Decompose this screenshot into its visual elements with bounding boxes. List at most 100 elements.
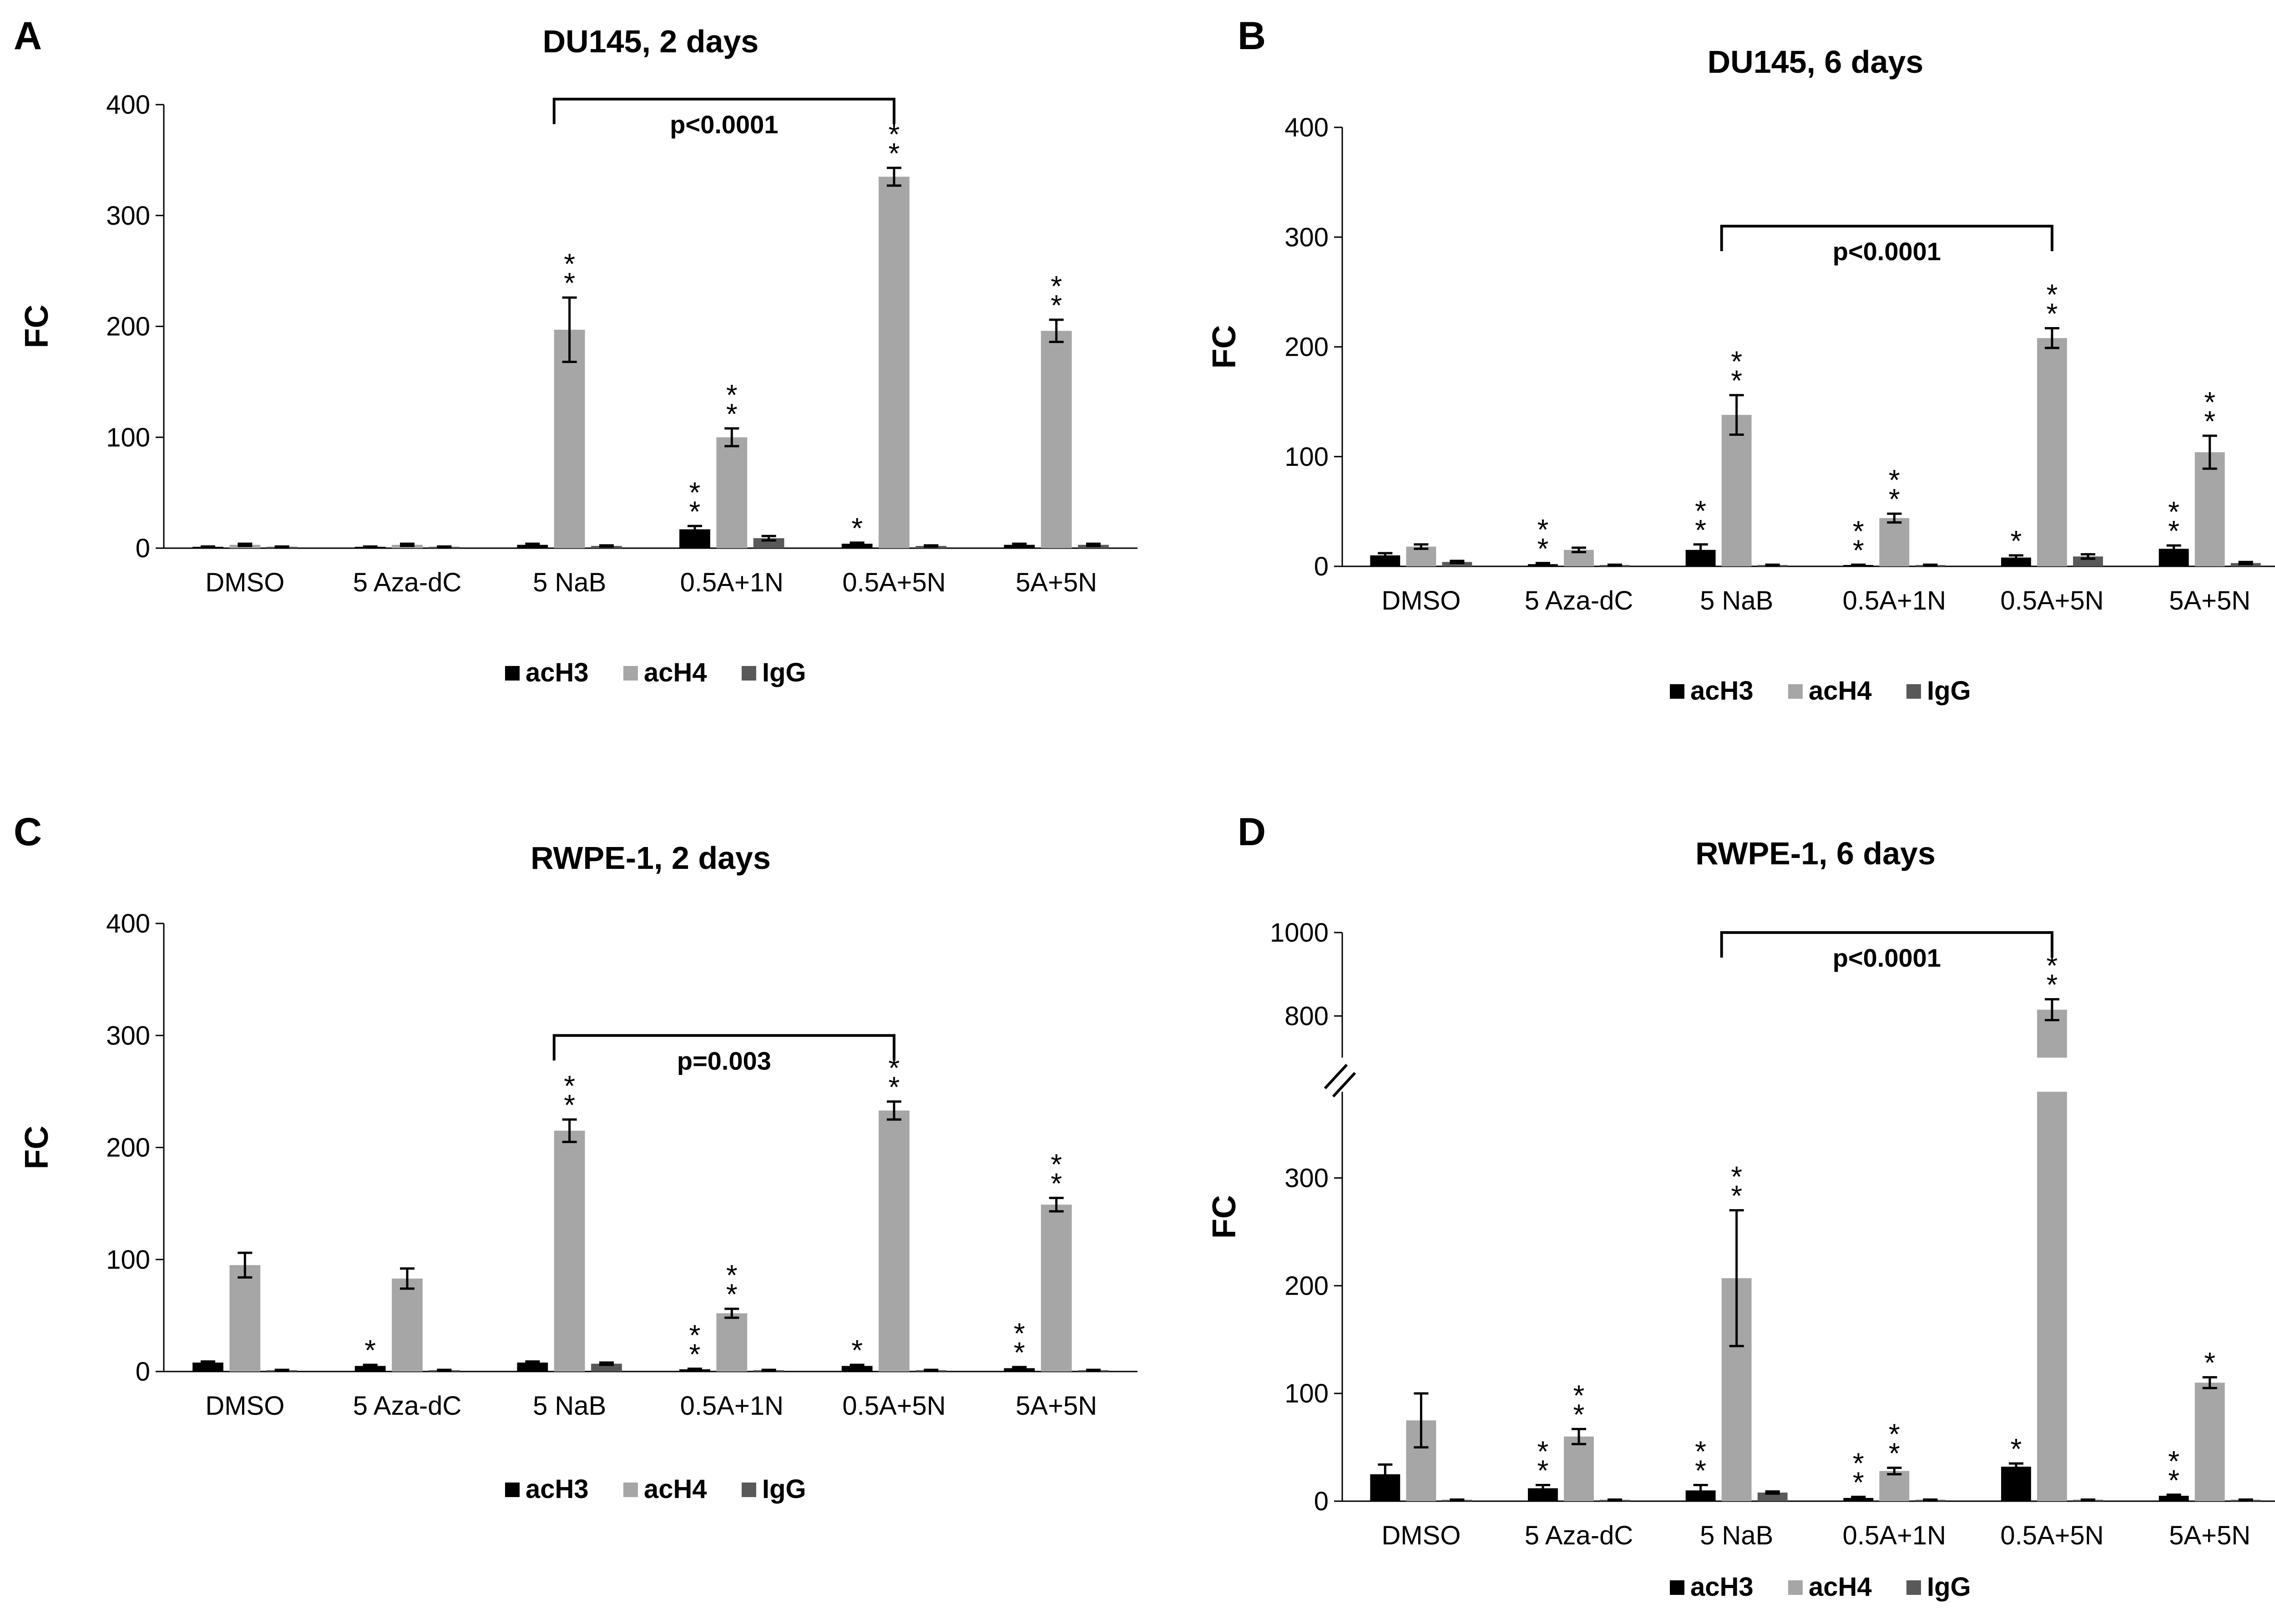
bar-ach4-c bbox=[879, 1110, 910, 1372]
p-value-bracket-c bbox=[552, 1034, 895, 1061]
x-tick-label-d: DMSO bbox=[1381, 1521, 1461, 1550]
legend-label-igg-b: IgG bbox=[1927, 676, 1971, 706]
bar-igg-a bbox=[753, 538, 784, 548]
significance-star-b: * bbox=[1537, 513, 1549, 546]
x-tick-label-d: 5 Aza-dC bbox=[1525, 1521, 1633, 1550]
legend-swatch-ach3-a bbox=[505, 666, 520, 681]
legend-swatch-ach4-b bbox=[1788, 684, 1803, 699]
significance-star-a: * bbox=[1051, 289, 1062, 322]
significance-star-c: * bbox=[1051, 1148, 1062, 1180]
significance-star-d: * bbox=[1695, 1454, 1706, 1487]
y-tick-label-b: 0 bbox=[1314, 552, 1329, 581]
significance-star-b: * bbox=[1537, 532, 1549, 565]
chart-title-b: DU145, 6 days bbox=[1708, 44, 1924, 80]
significance-star-b: * bbox=[1889, 464, 1900, 496]
panel-label-b: B bbox=[1238, 14, 1266, 58]
significance-star-c: * bbox=[851, 1334, 863, 1367]
x-tick-label-b: 5A+5N bbox=[2169, 586, 2250, 615]
p-value-label-d: p<0.0001 bbox=[1833, 943, 1941, 972]
p-value-bracket-b bbox=[1720, 225, 2053, 252]
x-tick-label-b: 0.5A+5N bbox=[2000, 586, 2103, 615]
significance-star-d: * bbox=[2047, 968, 2058, 1001]
bar-ach4-c bbox=[554, 1130, 585, 1372]
legend-swatch-igg-d bbox=[1906, 1580, 1921, 1595]
bar-ach4-a bbox=[1041, 331, 1072, 548]
significance-star-b: * bbox=[2168, 514, 2179, 547]
legend-label-ach4-d: acH4 bbox=[1809, 1572, 1872, 1602]
legend-swatch-ach3-d bbox=[1670, 1580, 1684, 1595]
bar-ach4-c bbox=[229, 1265, 261, 1372]
y-tick-label-d: 100 bbox=[1284, 1379, 1329, 1408]
significance-star-a: * bbox=[1051, 270, 1062, 303]
significance-star-b: * bbox=[2204, 386, 2215, 419]
y-tick-label-a: 400 bbox=[106, 90, 150, 120]
chart-rwpe1-2days: RWPE-1, 2 days FC 0 100 200 300 400 DMSO 5 Aza-d… bbox=[19, 840, 1138, 1504]
significance-star-b: * bbox=[2047, 278, 2058, 311]
chart-rwpe1-6days: RWPE-1, 6 days FC 0 100 200 300 800 1000 DMSO 5 A… bbox=[1206, 836, 2275, 1602]
bar-igg-c bbox=[591, 1363, 622, 1372]
y-tick-label-a: 300 bbox=[106, 201, 150, 231]
bar-ach3-c bbox=[517, 1362, 548, 1372]
x-tick-label-d: 0.5A+1N bbox=[1843, 1521, 1946, 1550]
significance-star-d: * bbox=[1853, 1447, 1864, 1480]
legend-swatch-igg-b bbox=[1906, 684, 1921, 699]
bar-igg-b bbox=[2073, 556, 2103, 566]
x-tick-label-b: DMSO bbox=[1381, 586, 1461, 615]
x-tick-label-c: 5 Aza-dC bbox=[353, 1391, 462, 1421]
y-axis-label-c: FC bbox=[19, 1126, 55, 1170]
chart-du145-6days: DU145, 6 days FC 0 100 200 300 400 DMSO 5 Aza-dC… bbox=[1206, 44, 2275, 706]
y-tick-label-c: 400 bbox=[106, 909, 150, 938]
y-tick-label-b: 200 bbox=[1284, 333, 1329, 362]
y-tick-label-d: 800 bbox=[1284, 1001, 1329, 1031]
bar-ach4-b bbox=[1879, 518, 1910, 566]
y-tick-label-c: 100 bbox=[106, 1245, 150, 1275]
significance-star-d: * bbox=[1853, 1466, 1864, 1499]
legend-swatch-igg-a bbox=[742, 666, 756, 681]
significance-star-a: * bbox=[689, 495, 701, 528]
y-tick-label-d: 0 bbox=[1314, 1487, 1329, 1516]
chart-title-c: RWPE-1, 2 days bbox=[531, 840, 771, 876]
chart-title-d: RWPE-1, 6 days bbox=[1695, 836, 1936, 871]
y-axis-label-d: FC bbox=[1206, 1195, 1243, 1239]
panel-label-d: D bbox=[1238, 810, 1266, 854]
significance-star-c: * bbox=[564, 1069, 575, 1102]
significance-star-c: * bbox=[889, 1071, 900, 1104]
y-tick-label-b: 400 bbox=[1284, 113, 1329, 142]
p-value-bracket-a bbox=[552, 97, 895, 124]
x-tick-label-a: DMSO bbox=[205, 568, 284, 597]
bar-ach4-b bbox=[2194, 452, 2225, 566]
bar-ach3-c bbox=[192, 1362, 223, 1372]
x-tick-label-a: 5 Aza-dC bbox=[353, 568, 462, 597]
significance-star-a: * bbox=[889, 137, 900, 170]
significance-star-d: * bbox=[1537, 1454, 1549, 1487]
p-value-label-a: p<0.0001 bbox=[670, 110, 778, 139]
significance-star-a: * bbox=[726, 398, 738, 430]
significance-star-c: * bbox=[364, 1334, 376, 1367]
legend-label-igg-d: IgG bbox=[1927, 1572, 1971, 1602]
x-tick-label-c: 5A+5N bbox=[1016, 1391, 1097, 1421]
x-tick-label-b: 5 Aza-dC bbox=[1525, 586, 1633, 615]
significance-star-c: * bbox=[1014, 1336, 1025, 1369]
bar-break-gap-d bbox=[2035, 1058, 2069, 1092]
significance-star-b: * bbox=[1695, 514, 1706, 546]
bar-ach4-c bbox=[392, 1278, 423, 1372]
significance-star-c: * bbox=[726, 1259, 738, 1291]
y-tick-label-b: 100 bbox=[1284, 442, 1329, 472]
legend-label-igg-a: IgG bbox=[762, 658, 806, 687]
significance-star-b: * bbox=[2168, 495, 2179, 528]
significance-star-b: * bbox=[1889, 483, 1900, 515]
y-tick-label-d: 300 bbox=[1284, 1163, 1329, 1193]
significance-star-d: * bbox=[1573, 1398, 1585, 1431]
significance-star-c: * bbox=[689, 1338, 701, 1371]
y-tick-label-b: 300 bbox=[1284, 222, 1329, 252]
legend-swatch-ach4-c bbox=[623, 1483, 638, 1497]
chart-title-a: DU145, 2 days bbox=[543, 24, 759, 59]
y-tick-label-c: 200 bbox=[106, 1133, 150, 1163]
y-tick-label-c: 0 bbox=[136, 1357, 150, 1387]
x-tick-label-b: 5 NaB bbox=[1700, 586, 1773, 615]
bar-igg-d bbox=[1757, 1493, 1788, 1501]
chart-du145-2days: DU145, 2 days FC 0 100 200 300 400 DMSO 5 Aza-dC… bbox=[19, 24, 1138, 687]
p-value-label-b: p<0.0001 bbox=[1833, 237, 1941, 266]
bar-ach4-c bbox=[1041, 1205, 1072, 1372]
significance-star-b: * bbox=[1695, 494, 1706, 527]
